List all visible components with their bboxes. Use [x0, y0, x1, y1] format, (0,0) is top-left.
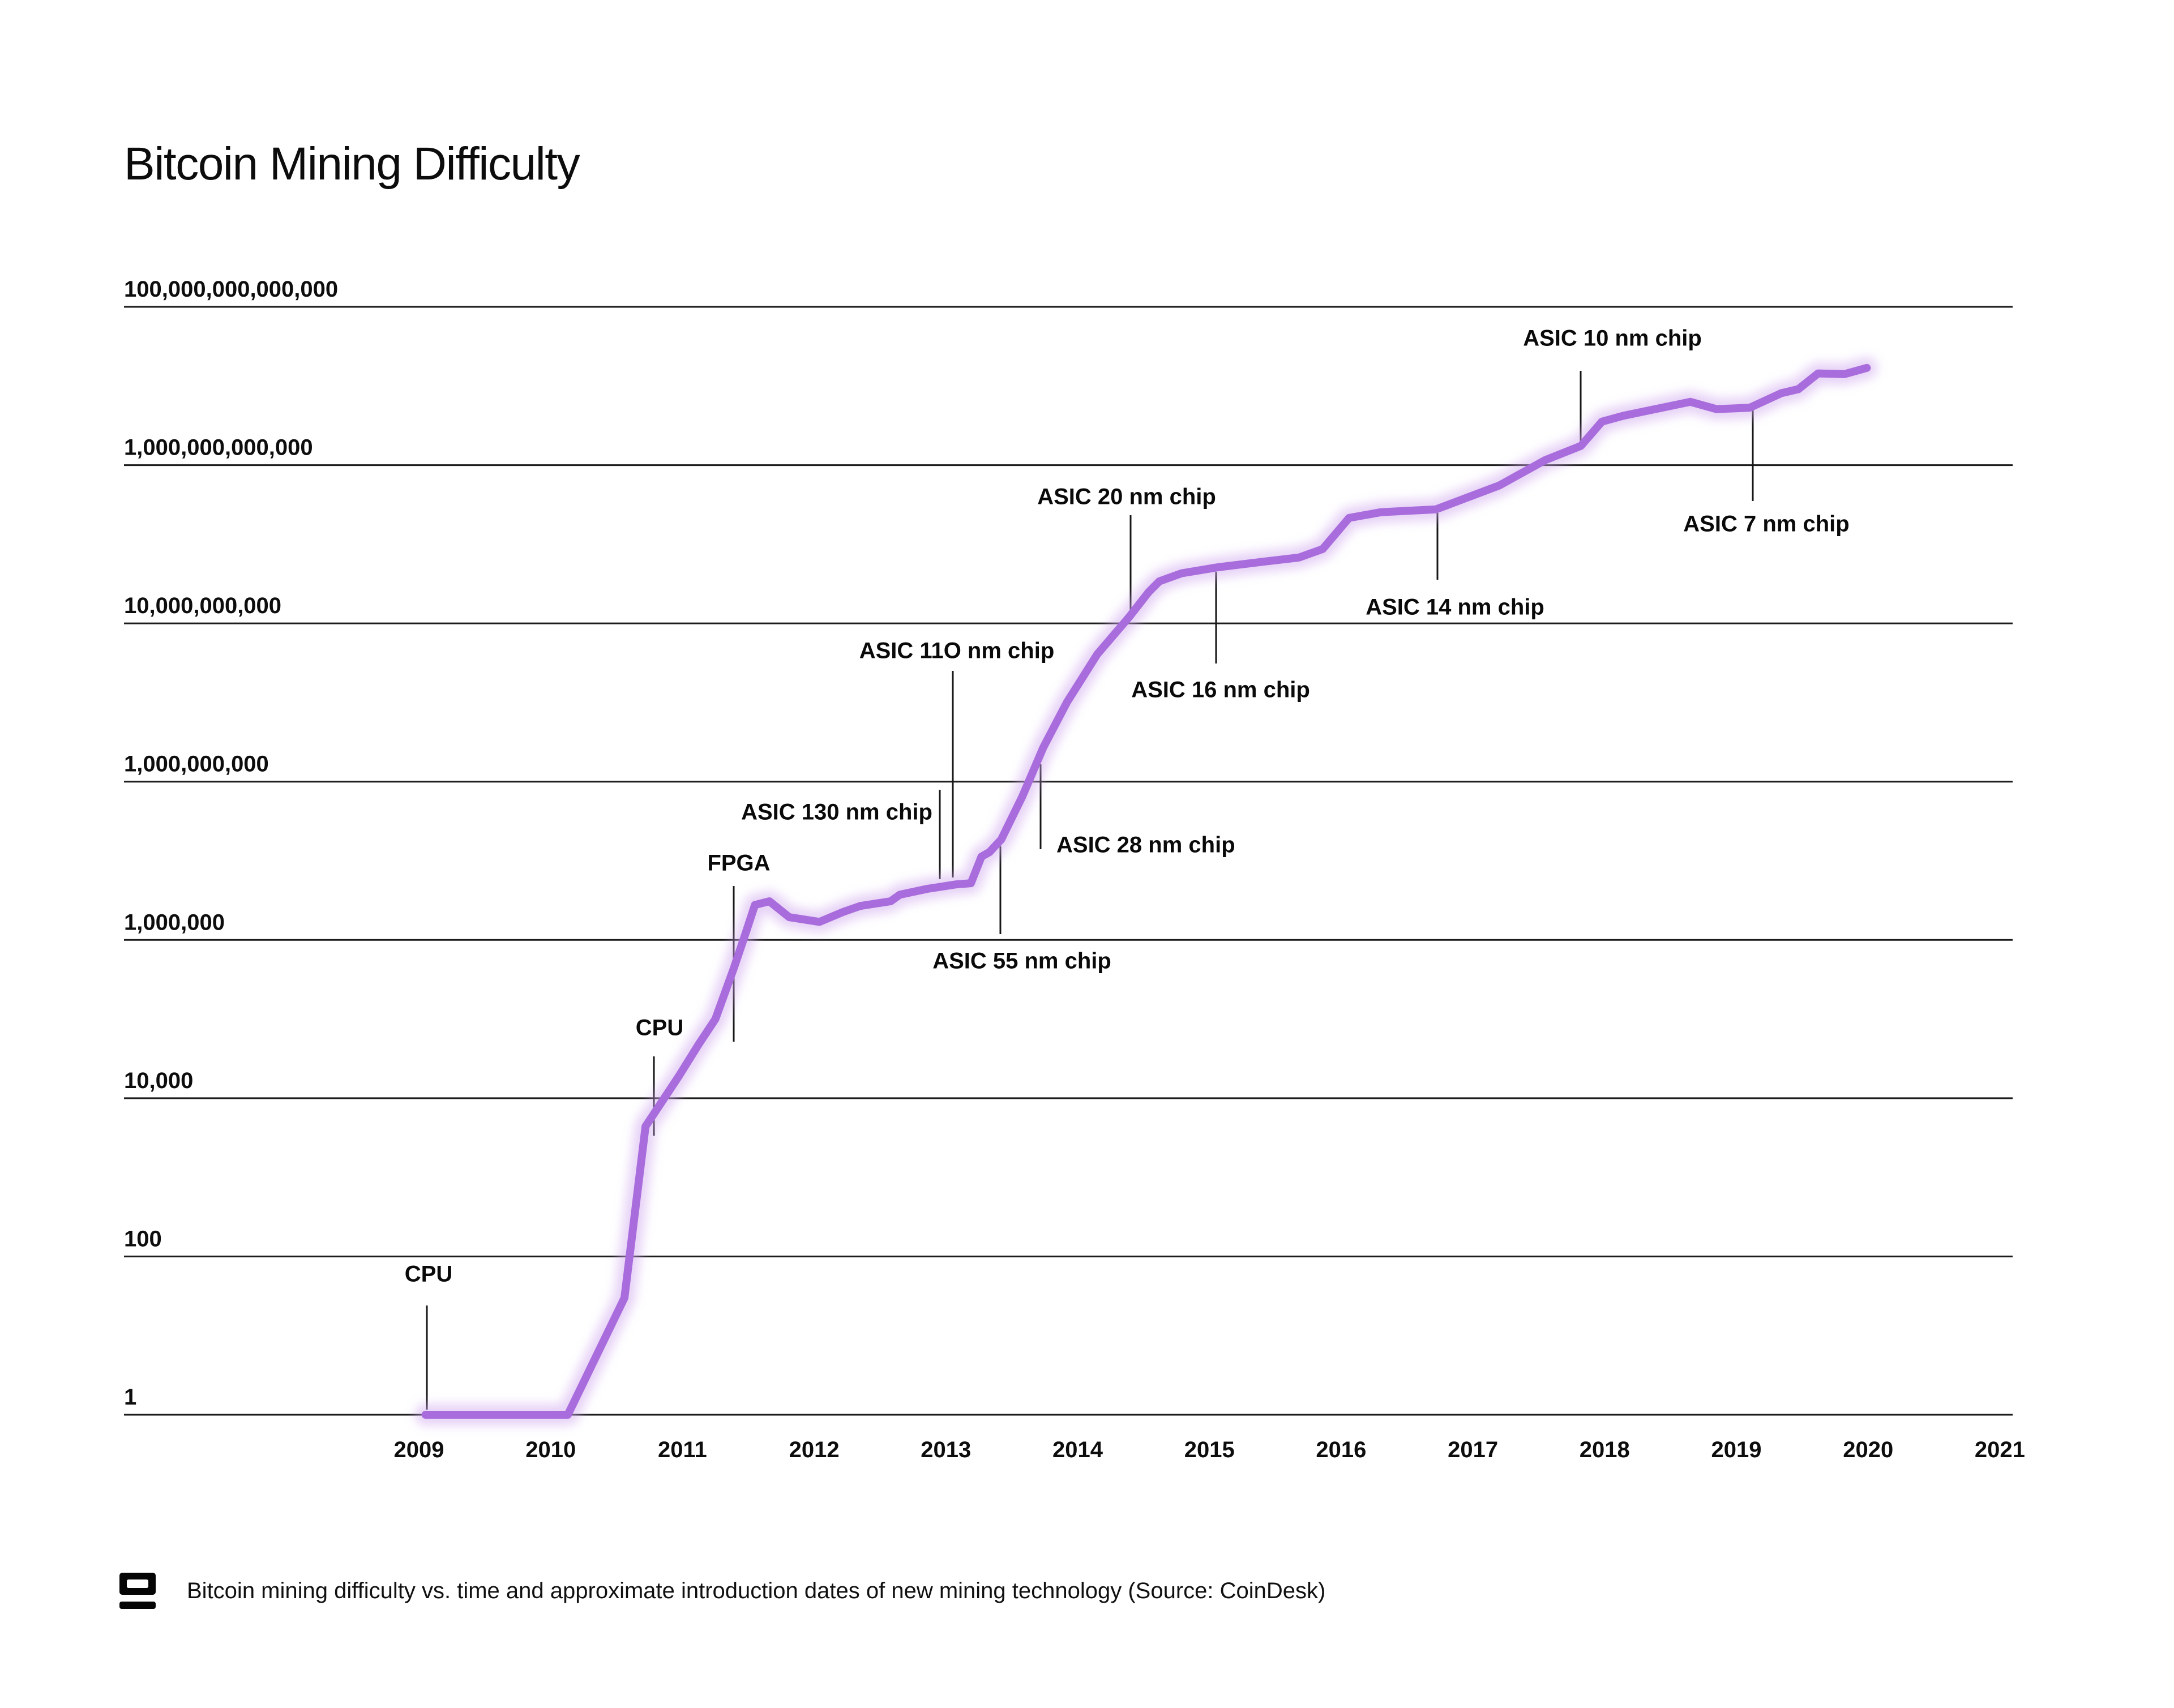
annotation-label: FPGA	[707, 851, 770, 876]
annotation-ticks-layer	[426, 371, 1754, 1410]
annotation-labels-layer: CPU CPU FPGA ASIC 130 nm chip ASIC 11O nm ch…	[405, 326, 1850, 1287]
logo-slot	[127, 1579, 148, 1588]
annotation-label: ASIC 10 nm chip	[1523, 326, 1702, 351]
difficulty-line-glow	[414, 357, 1878, 1426]
gridlines-layer: 1 100 10,000 1,000,000 1,000,000,000 10,000,0…	[124, 277, 2013, 1416]
page-title: Bitcoin Mining Difficulty	[124, 138, 580, 190]
difficulty-line	[421, 363, 1871, 1419]
difficulty-curve-layer	[414, 357, 1878, 1426]
x-axis-year-label: 2013	[921, 1437, 971, 1462]
x-axis-year-label: 2012	[789, 1437, 840, 1462]
annotation-label: ASIC 7 nm chip	[1683, 512, 1849, 537]
annotation-label: ASIC 28 nm chip	[1056, 833, 1235, 858]
x-axis-year-label: 2021	[1975, 1437, 2025, 1462]
x-axis-year-label: 2011	[658, 1437, 707, 1462]
x-axis-year-label: 2009	[394, 1437, 444, 1462]
annotation-label: CPU	[636, 1016, 683, 1041]
caption-row: Bitcoin mining difficulty vs. time and a…	[119, 1573, 1325, 1609]
y-axis-tick-label: 1,000,000	[124, 910, 225, 935]
y-axis-tick-label: 100,000,000,000,000	[124, 277, 338, 302]
x-axis-year-label: 2018	[1580, 1437, 1630, 1462]
annotation-label: ASIC 14 nm chip	[1366, 595, 1544, 620]
chart-caption: Bitcoin mining difficulty vs. time and a…	[187, 1578, 1326, 1603]
x-axis-year-label: 2020	[1843, 1437, 1893, 1462]
publisher-logo-icon	[119, 1573, 156, 1609]
annotation-label: ASIC 20 nm chip	[1037, 485, 1216, 510]
x-axis-year-label: 2010	[525, 1437, 576, 1462]
y-axis-tick-label: 1,000,000,000	[124, 752, 269, 777]
y-axis-tick-label: 1	[124, 1385, 136, 1410]
annotation-label: ASIC 55 nm chip	[932, 949, 1111, 974]
annotation-label: CPU	[405, 1262, 452, 1287]
x-axis-year-label: 2017	[1448, 1437, 1498, 1462]
x-axis-year-label: 2014	[1052, 1437, 1103, 1462]
x-axis-year-label: 2015	[1184, 1437, 1235, 1462]
x-axis-year-label: 2016	[1316, 1437, 1366, 1462]
annotation-label: ASIC 11O nm chip	[859, 639, 1055, 663]
annotation-label: ASIC 16 nm chip	[1131, 678, 1310, 703]
y-axis-tick-label: 100	[124, 1226, 162, 1251]
y-axis-tick-label: 10,000,000,000	[124, 593, 281, 618]
x-axis-year-label: 2019	[1711, 1437, 1762, 1462]
y-axis-tick-label: 1,000,000,000,000	[124, 435, 313, 460]
y-axis-tick-label: 10,000	[124, 1068, 193, 1093]
logo-bar	[119, 1602, 156, 1609]
annotation-label: ASIC 130 nm chip	[741, 800, 932, 825]
x-axis-labels-layer: 2009 2010 2011 2012 2013 2014 2015 2016 2017 2018…	[394, 1437, 2025, 1462]
